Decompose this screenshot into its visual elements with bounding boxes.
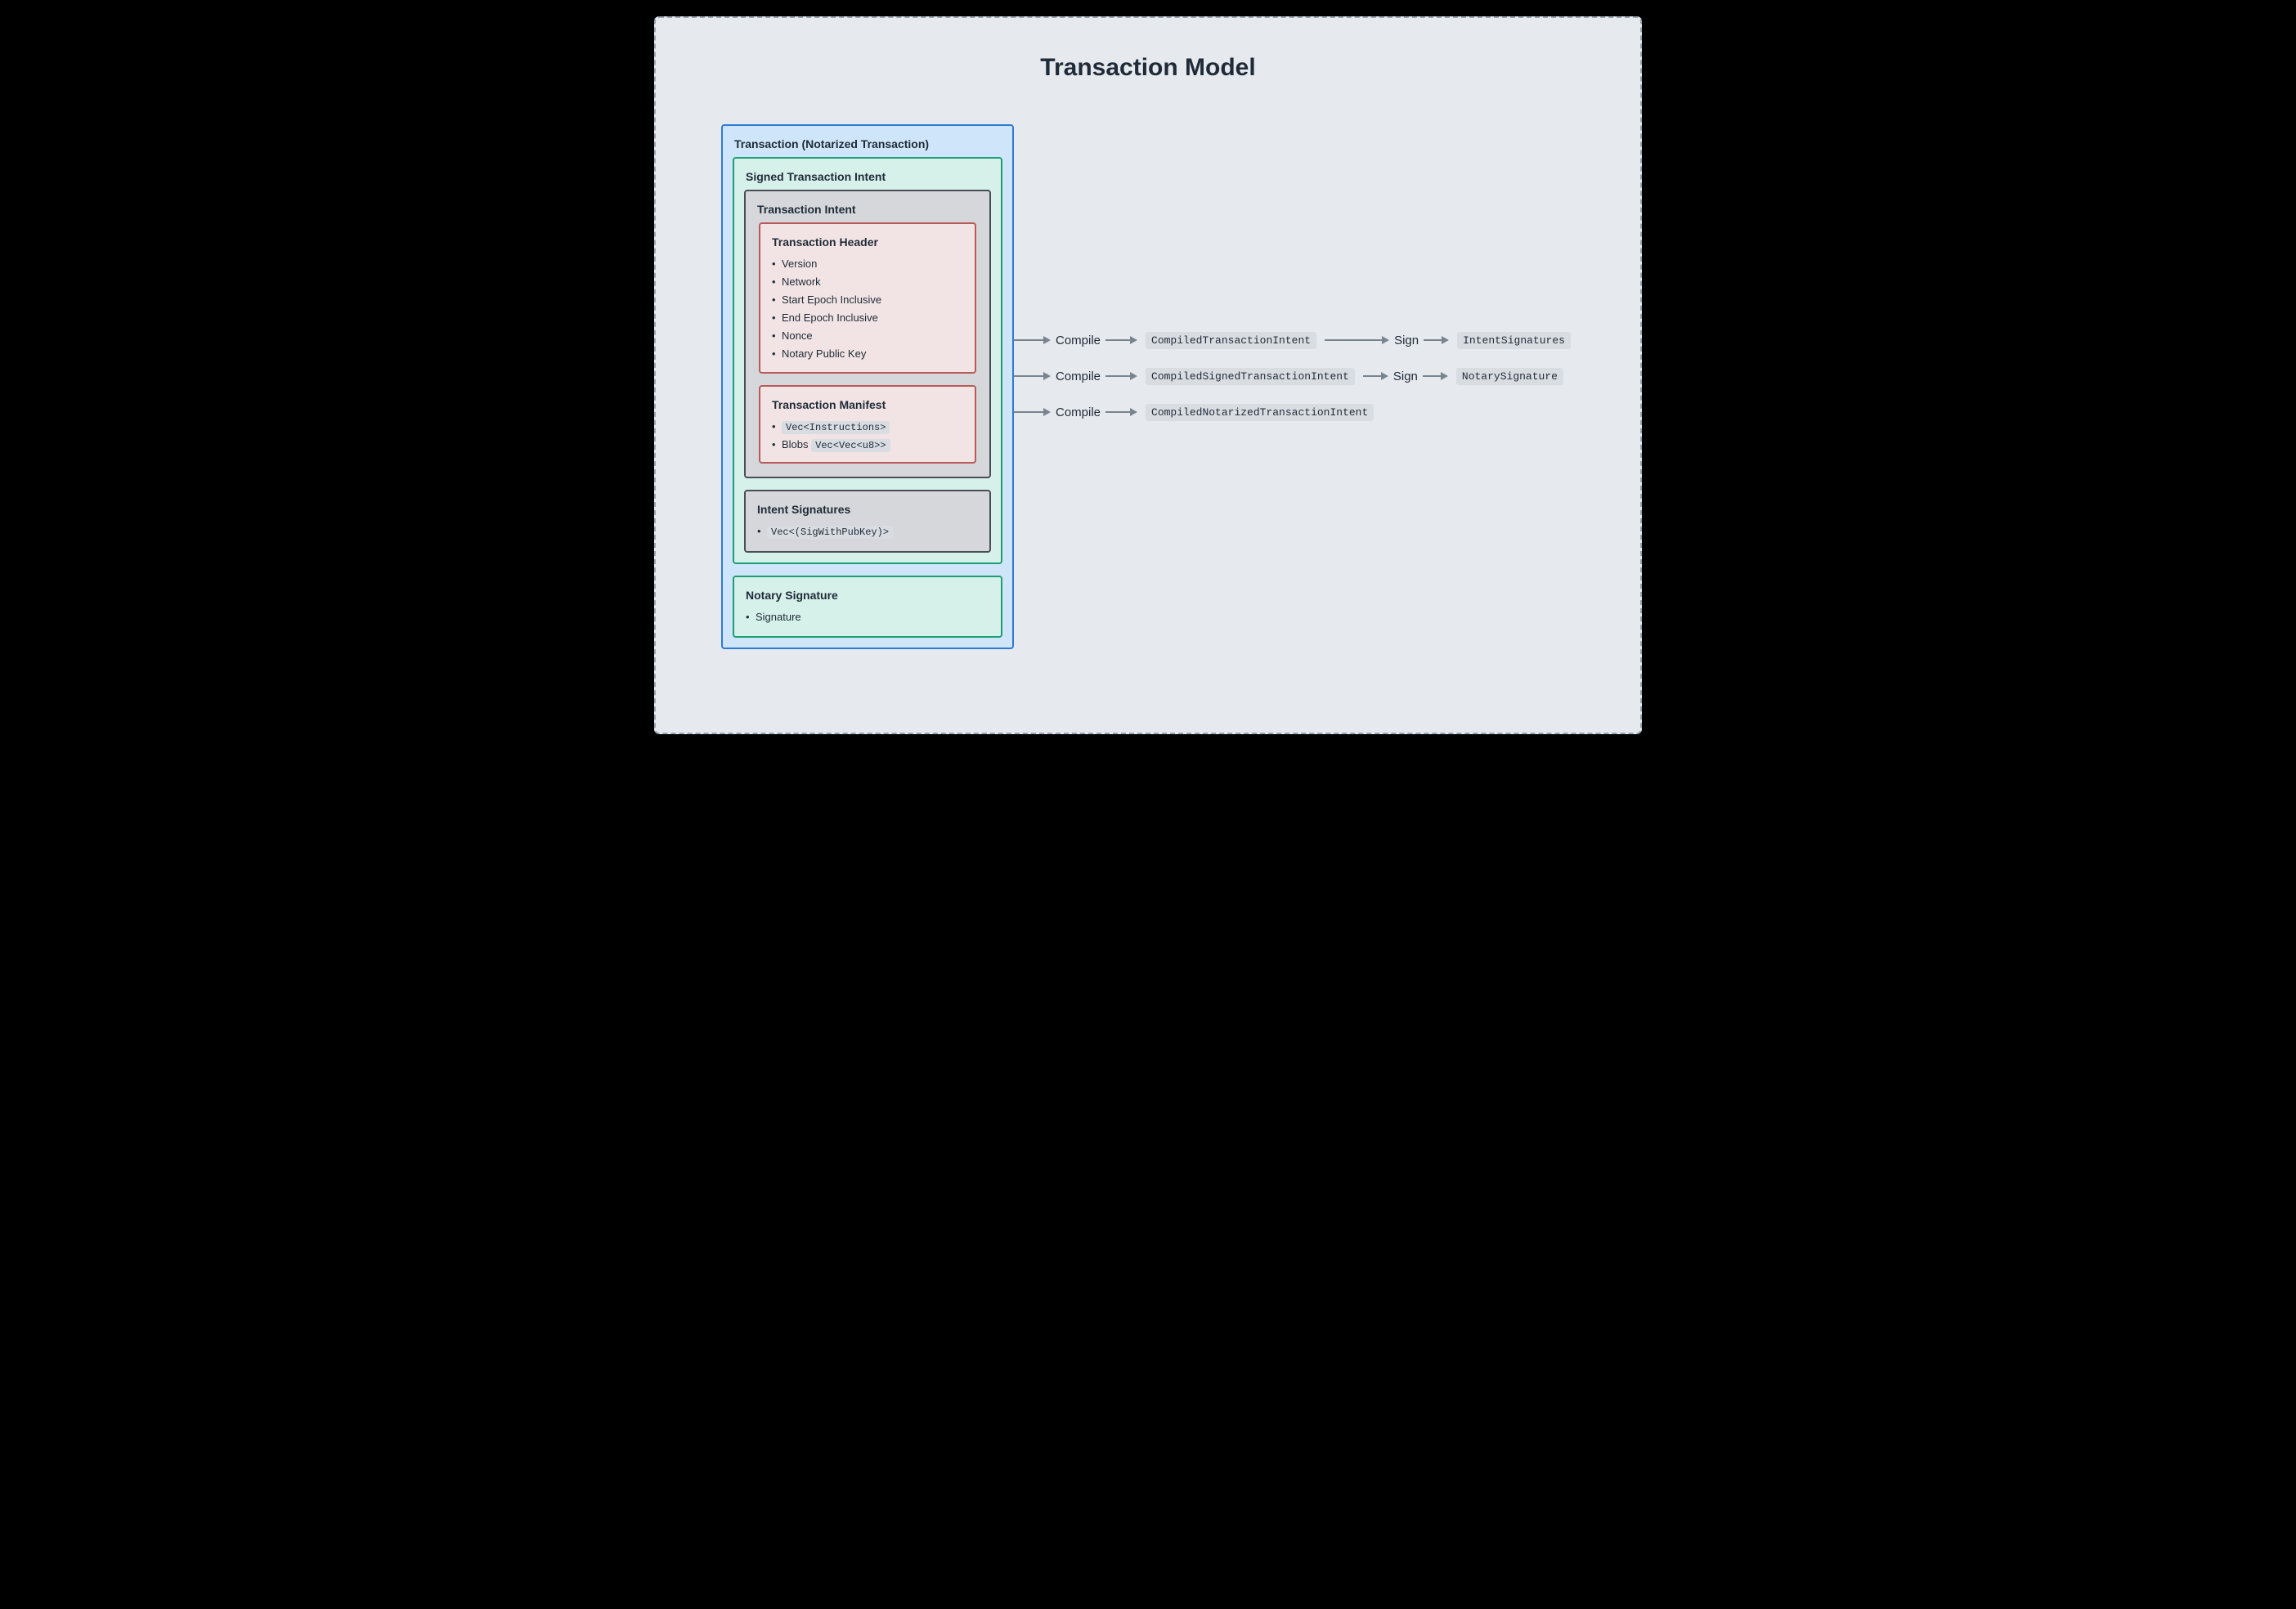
code-chip: Vec<Instructions> — [782, 421, 890, 434]
arrow-icon — [1424, 336, 1449, 344]
list-item: Blobs Vec<Vec<u8>> — [782, 436, 965, 454]
arrow-icon — [1363, 372, 1388, 380]
flow-row: Compile CompiledSignedTransactionIntent Si… — [1014, 366, 1563, 386]
box-intent-signatures: Intent Signatures Vec<(SigWithPubKey)> — [744, 490, 991, 552]
list-item: Start Epoch Inclusive — [782, 291, 965, 309]
intent-signatures-items: Vec<(SigWithPubKey)> — [756, 522, 980, 540]
arrow-icon — [1105, 372, 1137, 380]
list-item: Notary Public Key — [782, 345, 965, 363]
flow-row: Compile CompiledNotarizedTransactionInten… — [1014, 402, 1374, 422]
code-chip: CompiledSignedTransactionIntent — [1146, 368, 1355, 385]
code-chip: IntentSignatures — [1457, 332, 1571, 349]
box-signed-intent-title: Signed Transaction Intent — [746, 170, 989, 183]
diagram-canvas: Transaction Model Transaction (Notarized… — [654, 16, 1642, 734]
list-item: End Epoch Inclusive — [782, 309, 965, 327]
flow-step-label: Compile — [1051, 334, 1105, 347]
manifest-items: Vec<Instructions> Blobs Vec<Vec<u8>> — [770, 418, 965, 455]
arrow-icon — [1014, 408, 1051, 416]
flow-row: Compile CompiledTransactionIntent Sign Inte… — [1014, 330, 1571, 350]
diagram-title: Transaction Model — [656, 54, 1640, 82]
list-item: Nonce — [782, 327, 965, 345]
code-chip: Vec<(SigWithPubKey)> — [767, 526, 893, 539]
flow-step-label: Sign — [1389, 334, 1424, 347]
arrow-icon — [1105, 336, 1137, 344]
box-transaction-title: Transaction (Notarized Transaction) — [734, 137, 1001, 150]
header-items: Version Network Start Epoch Inclusive En… — [770, 255, 965, 364]
box-manifest: Transaction Manifest Vec<Instructions> B… — [759, 385, 976, 464]
arrow-icon — [1105, 408, 1137, 416]
box-notary-signature-title: Notary Signature — [746, 589, 989, 602]
code-chip: CompiledTransactionIntent — [1146, 332, 1316, 349]
box-signed-intent: Signed Transaction Intent Transaction In… — [733, 157, 1002, 564]
arrow-icon — [1014, 336, 1051, 344]
list-item: Signature — [756, 608, 991, 626]
box-intent-title: Transaction Intent — [757, 203, 978, 216]
code-chip: NotarySignature — [1456, 368, 1563, 385]
code-chip: CompiledNotarizedTransactionIntent — [1146, 404, 1374, 421]
list-item: Vec<(SigWithPubKey)> — [767, 522, 980, 540]
box-transaction: Transaction (Notarized Transaction) Sign… — [721, 124, 1014, 649]
flow-step-label: Compile — [1051, 406, 1105, 419]
list-item: Version — [782, 255, 965, 273]
box-notary-signature: Notary Signature Signature — [733, 576, 1002, 638]
box-header-title: Transaction Header — [772, 235, 963, 249]
flow-step-label: Compile — [1051, 370, 1105, 383]
diagram-body: Transaction (Notarized Transaction) Sign… — [721, 124, 1608, 700]
list-item: Vec<Instructions> — [782, 418, 965, 436]
list-item: Network — [782, 273, 965, 291]
box-intent-signatures-title: Intent Signatures — [757, 503, 978, 516]
notary-signature-items: Signature — [744, 608, 991, 626]
code-chip: Vec<Vec<u8>> — [811, 439, 890, 452]
arrow-icon — [1325, 336, 1389, 344]
box-manifest-title: Transaction Manifest — [772, 398, 963, 411]
box-header: Transaction Header Version Network Start… — [759, 222, 976, 374]
box-intent: Transaction Intent Transaction Header Ve… — [744, 190, 991, 478]
flow-step-label: Sign — [1388, 370, 1423, 383]
arrow-icon — [1423, 372, 1448, 380]
arrow-icon — [1014, 372, 1051, 380]
list-item-label: Blobs — [782, 438, 811, 450]
